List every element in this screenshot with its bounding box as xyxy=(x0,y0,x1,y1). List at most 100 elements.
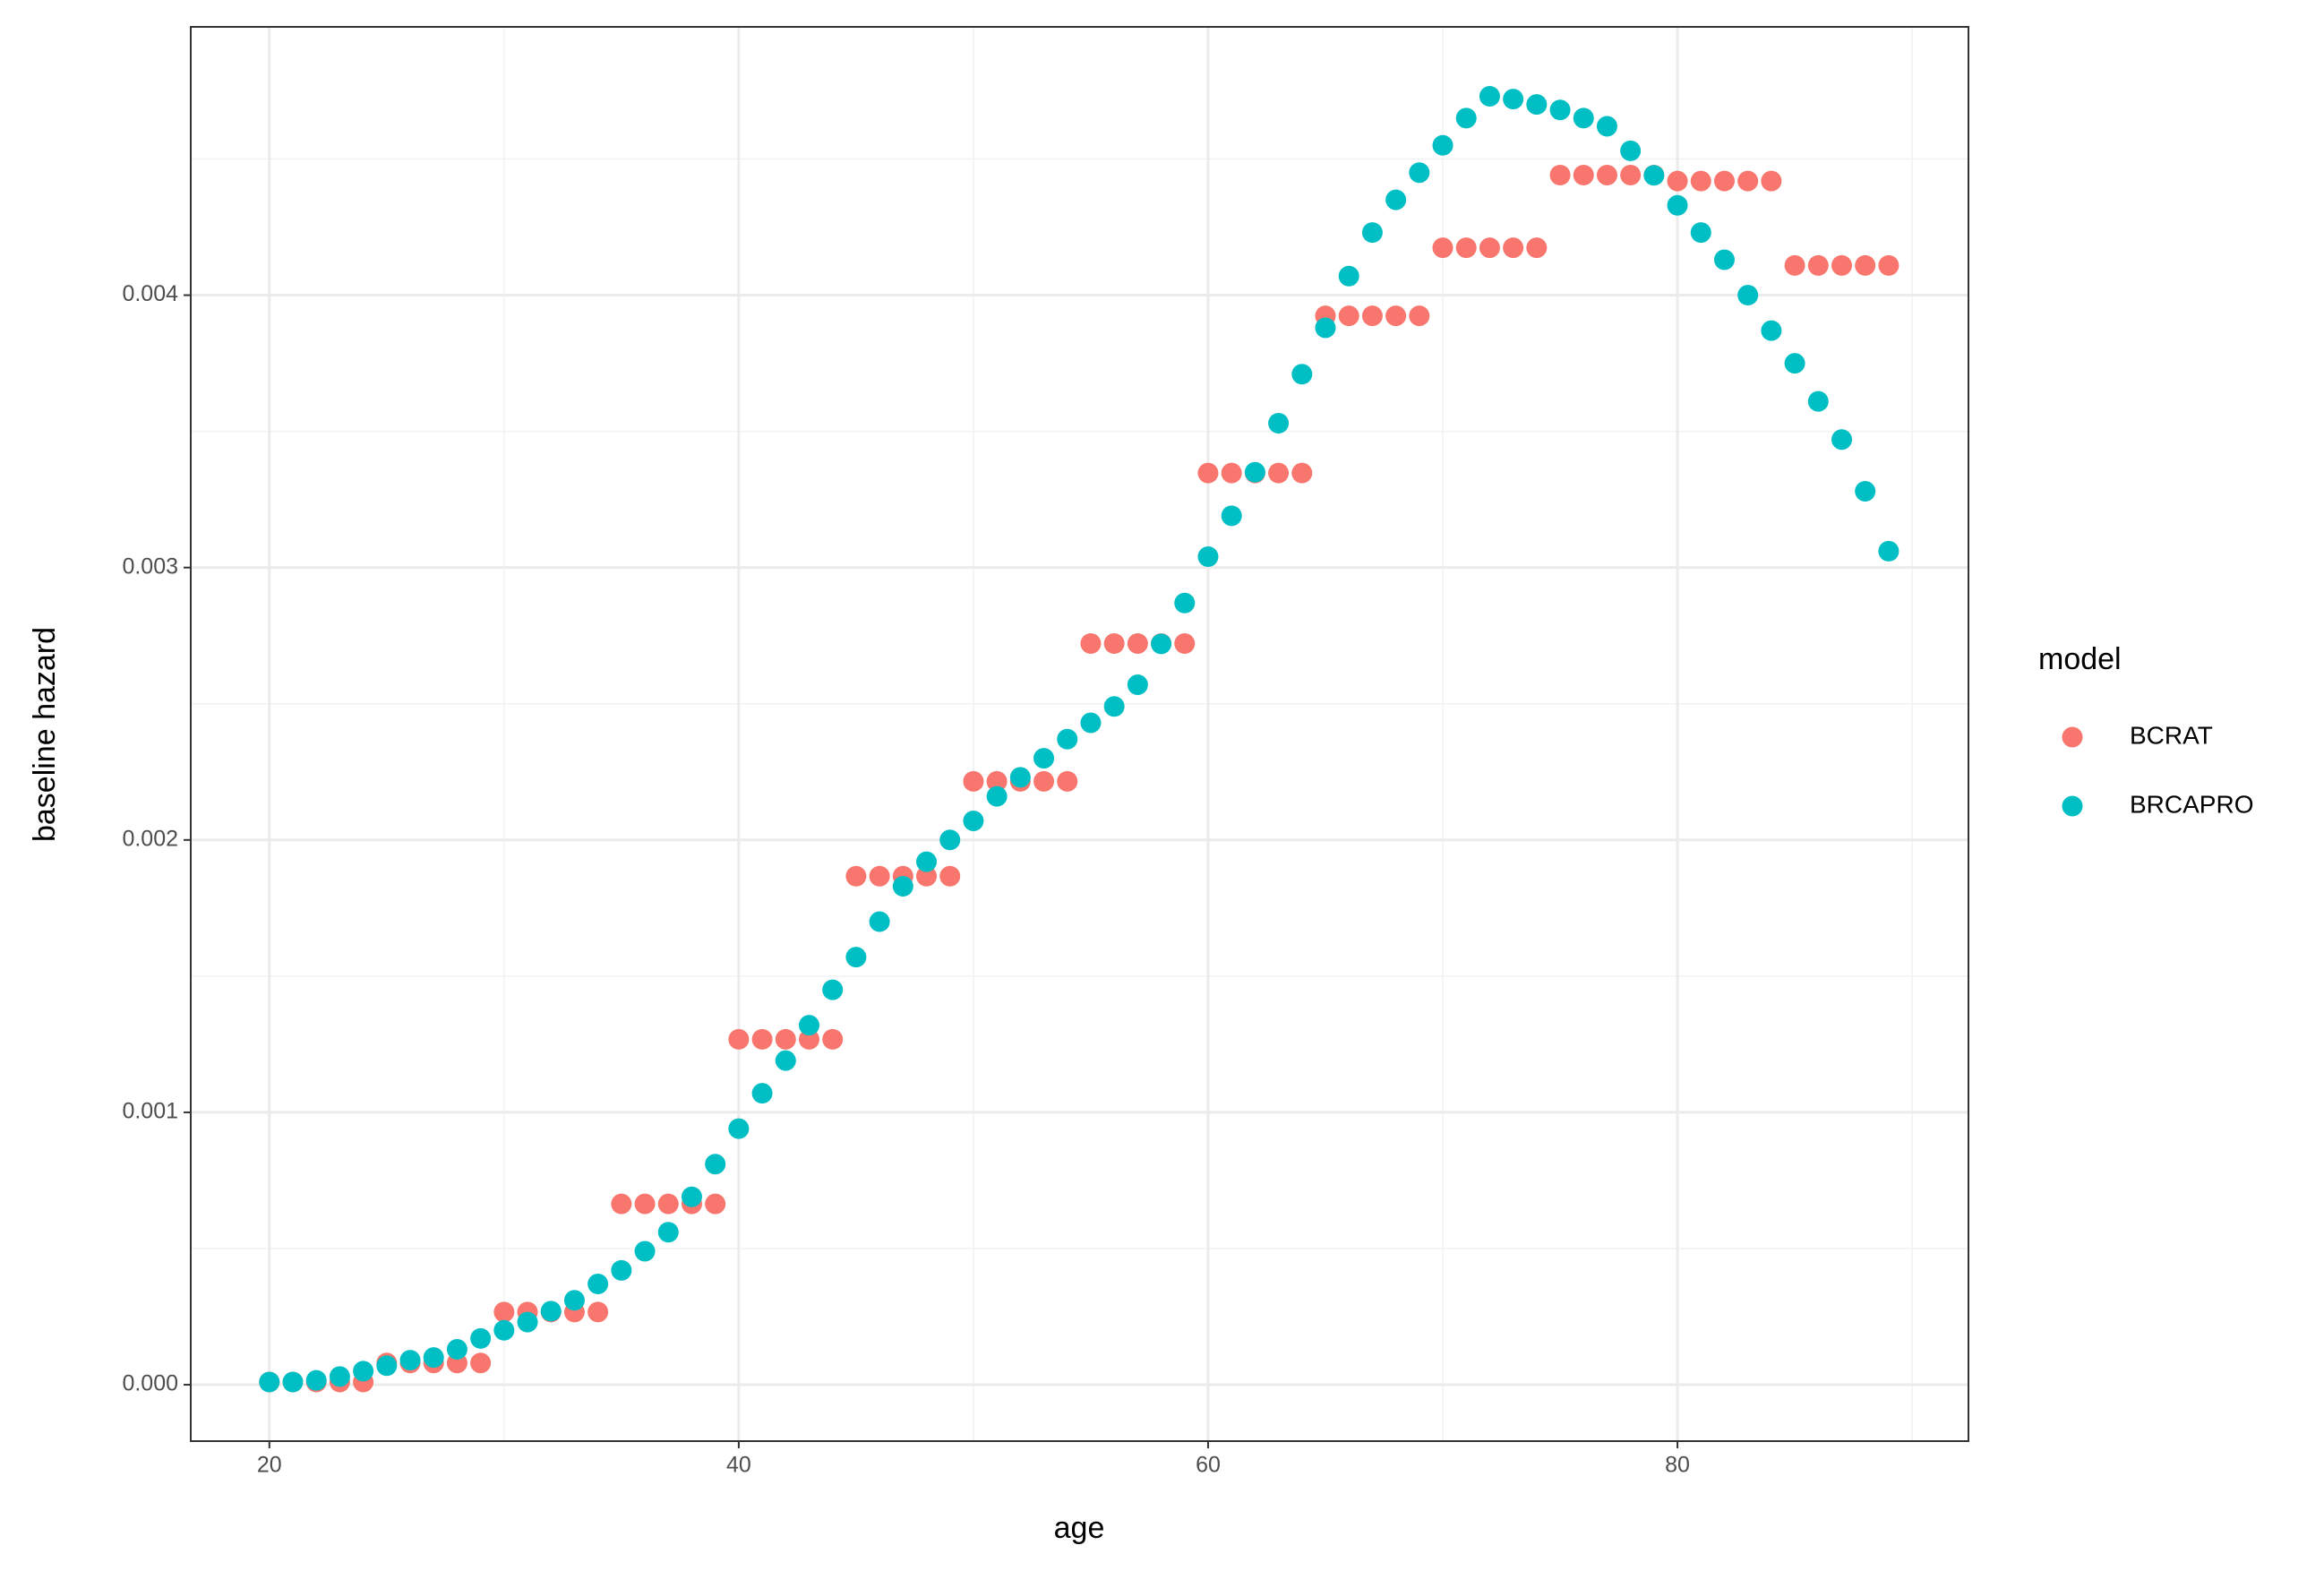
point xyxy=(1878,540,1900,562)
point xyxy=(939,865,961,887)
point xyxy=(1385,305,1407,327)
point xyxy=(634,1193,656,1215)
point xyxy=(657,1222,679,1243)
point xyxy=(1361,222,1383,244)
point xyxy=(587,1274,609,1295)
x-tick-label: 40 xyxy=(726,1453,751,1478)
point xyxy=(1643,165,1665,186)
point xyxy=(1315,317,1336,339)
point xyxy=(1620,140,1642,161)
point xyxy=(1103,696,1125,717)
point xyxy=(1737,170,1759,192)
legend-title: model xyxy=(2038,642,2122,676)
point xyxy=(775,1028,796,1050)
point xyxy=(634,1240,656,1262)
point xyxy=(869,911,890,932)
point xyxy=(751,1083,773,1104)
point xyxy=(1855,254,1876,276)
point xyxy=(1761,320,1782,341)
point xyxy=(728,1028,750,1050)
x-tick-label: 80 xyxy=(1665,1453,1690,1478)
point xyxy=(1784,353,1805,374)
point xyxy=(1197,546,1219,568)
point xyxy=(775,1050,796,1071)
point xyxy=(916,865,938,887)
point xyxy=(1009,767,1031,788)
point xyxy=(705,1154,726,1175)
point xyxy=(798,1028,819,1050)
point xyxy=(1549,164,1571,185)
point xyxy=(892,876,913,897)
point xyxy=(845,947,867,968)
point xyxy=(563,1290,585,1311)
point xyxy=(1667,194,1688,216)
y-tick-label: 0.000 xyxy=(122,1371,178,1396)
point xyxy=(798,1015,819,1036)
legend-key xyxy=(2062,726,2083,748)
point xyxy=(1855,481,1876,502)
point xyxy=(1127,674,1148,695)
point xyxy=(1737,285,1759,306)
point xyxy=(1573,164,1594,185)
point xyxy=(1033,748,1055,769)
point xyxy=(1221,462,1242,484)
point xyxy=(353,1361,374,1382)
point xyxy=(1268,462,1290,484)
point xyxy=(399,1350,421,1371)
point xyxy=(845,865,867,887)
point xyxy=(493,1301,515,1323)
point xyxy=(1455,107,1477,129)
point xyxy=(1432,134,1454,156)
point xyxy=(1244,461,1265,483)
point xyxy=(705,1193,726,1215)
point xyxy=(1667,170,1688,192)
point xyxy=(1174,592,1196,614)
point xyxy=(1596,116,1617,137)
y-tick-label: 0.004 xyxy=(122,281,178,306)
point xyxy=(1080,633,1102,655)
point xyxy=(1361,305,1383,327)
point xyxy=(1127,633,1148,655)
point xyxy=(1151,633,1172,655)
point xyxy=(751,1028,773,1050)
point xyxy=(1338,305,1359,327)
point xyxy=(1596,164,1617,185)
point xyxy=(1221,505,1242,527)
point xyxy=(470,1352,492,1374)
point xyxy=(305,1369,327,1391)
point xyxy=(1409,162,1430,184)
point xyxy=(1713,249,1735,270)
point xyxy=(1807,391,1829,412)
point xyxy=(493,1319,515,1341)
point xyxy=(1385,189,1407,210)
point xyxy=(963,770,984,792)
point xyxy=(986,770,1008,792)
point xyxy=(1432,237,1454,259)
point xyxy=(540,1301,562,1322)
point xyxy=(986,786,1008,807)
point xyxy=(329,1366,350,1387)
point xyxy=(1479,237,1500,259)
y-tick-label: 0.003 xyxy=(122,554,178,579)
point xyxy=(1080,712,1102,734)
point xyxy=(822,1028,844,1050)
point xyxy=(1831,254,1852,276)
legend-label: BCRAT xyxy=(2130,721,2213,749)
point xyxy=(1291,364,1313,385)
point xyxy=(963,811,984,832)
point xyxy=(470,1327,492,1349)
legend-label: BRCAPRO xyxy=(2130,790,2253,818)
point xyxy=(1690,170,1711,192)
point xyxy=(1174,633,1196,655)
point xyxy=(1268,412,1290,434)
point xyxy=(1503,237,1524,259)
point xyxy=(282,1371,304,1393)
x-axis-title: age xyxy=(1054,1511,1105,1545)
point xyxy=(657,1193,679,1215)
y-tick-label: 0.001 xyxy=(122,1099,178,1124)
point xyxy=(376,1355,398,1377)
point xyxy=(1807,254,1829,276)
point xyxy=(1831,429,1852,451)
point xyxy=(611,1259,632,1281)
point xyxy=(1057,728,1078,750)
